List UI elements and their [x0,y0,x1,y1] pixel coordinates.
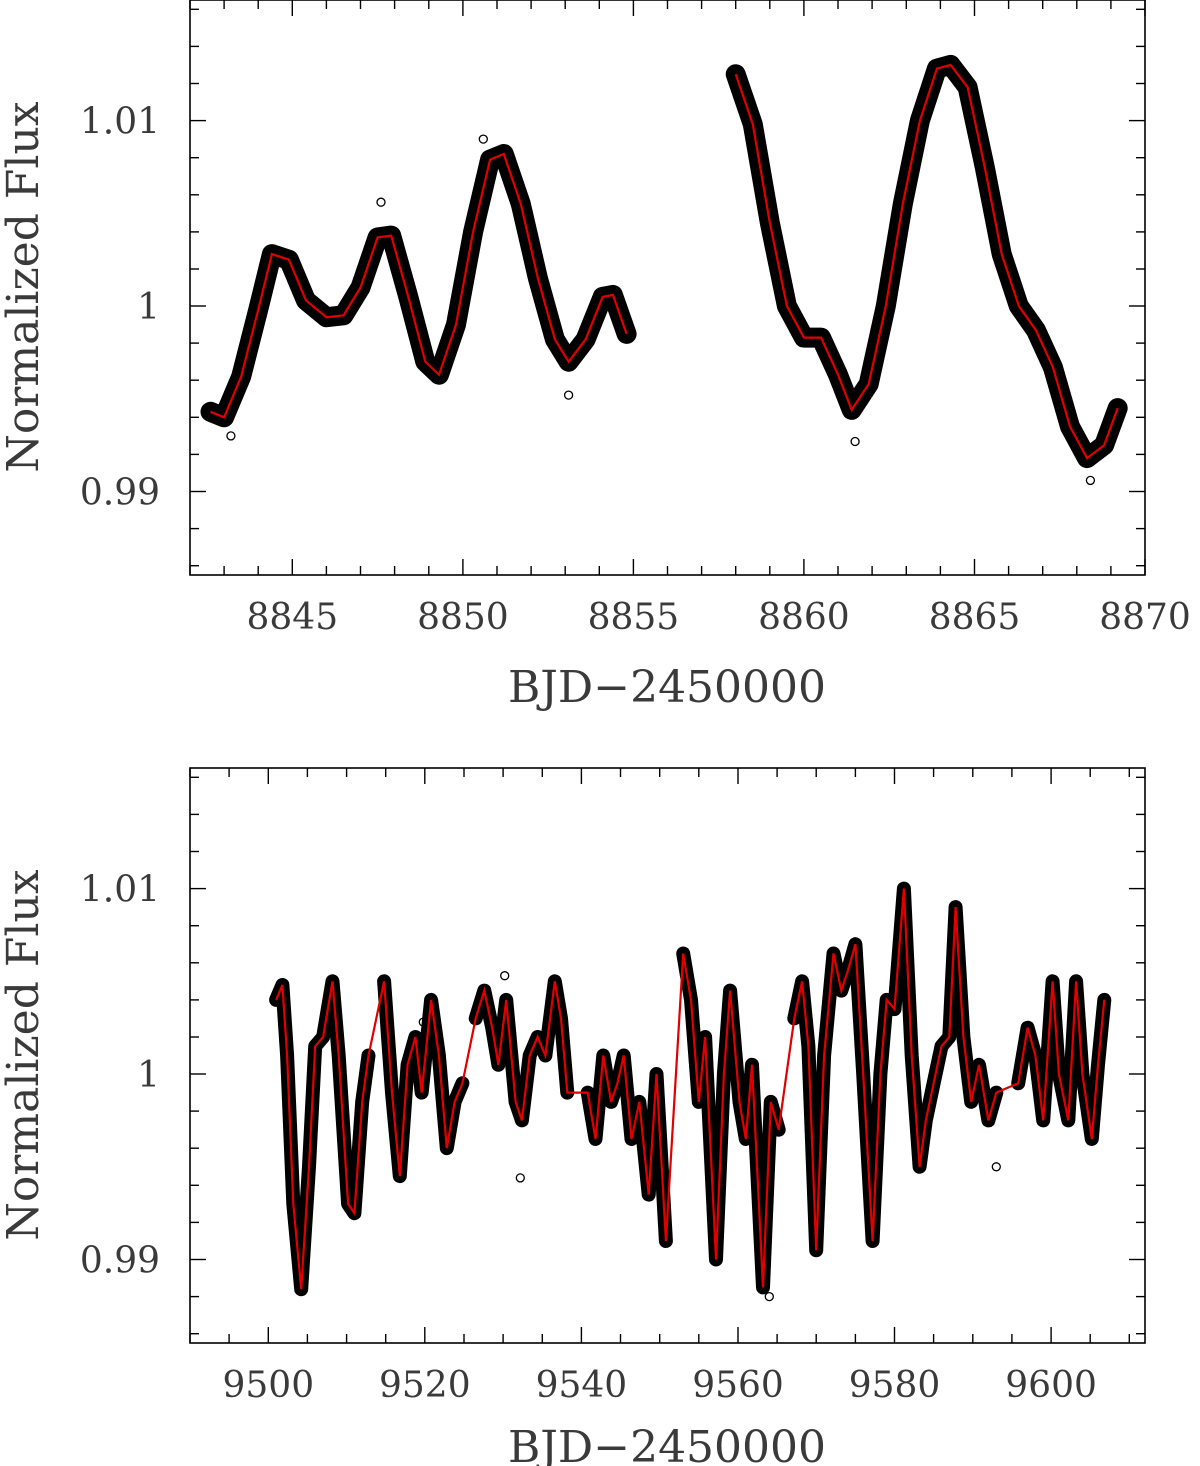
observed-point [434,370,444,380]
observed-band [200,144,637,428]
observed-point [284,255,294,265]
model-line [210,152,628,419]
observed-band [725,54,1128,469]
outlier-point [226,431,236,441]
x-tick-label: 9600 [1005,1365,1097,1406]
x-tick-label: 9560 [692,1365,784,1406]
plot-frame [189,767,1146,1344]
observed-point [532,1032,543,1042]
model-line-layer [210,63,1119,460]
observed-point [301,295,311,306]
model-line [275,888,1106,1290]
observed-point [219,412,229,422]
x-tick-label: 8860 [758,597,850,638]
outlier-point [418,1017,428,1027]
outlier-point [376,197,386,207]
x-tick-label: 9520 [379,1365,471,1406]
x-tick-labels: 9500 9520 9540 9560 9580 9600 [222,1365,1096,1406]
outlier-point [850,436,860,447]
outlier-point [764,1291,774,1302]
y-tick-label: 1 [137,287,160,328]
y-tick-label: 1.01 [80,102,160,143]
top-light-curve-panel: 8845 8850 8855 8860 8865 8870 0.99 1 1.01 BJD−2… [0,0,1191,713]
outlier-point [478,134,488,144]
plot-frame [189,0,1146,576]
y-tick-labels: 0.99 1 1.01 [80,102,160,514]
y-tick-label: 0.99 [80,473,160,514]
x-tick-label: 8865 [929,597,1021,638]
outlier-point [991,1162,1001,1172]
x-axis-label: BJD−2450000 [508,1422,826,1466]
observed-band-layer [269,881,1112,1297]
ticks-layer [189,768,1145,1343]
observed-band [468,974,575,1128]
observed-point [205,407,216,417]
observed-point [1113,403,1123,413]
observed-band-layer [200,54,1128,469]
y-tick-label: 1.01 [80,870,160,911]
observed-point [847,405,857,415]
observed-band [1011,974,1112,1146]
bottom-light-curve-panel: 9500 9520 9540 9560 9580 9600 0.99 1 1.01 BJD−2… [0,767,1146,1466]
y-axis-label: Normalized Flux [0,869,49,1240]
x-tick-label: 9540 [536,1365,628,1406]
x-tick-label: 8870 [1099,597,1191,638]
x-tick-label: 8850 [417,597,509,638]
observed-point [563,357,574,367]
observed-point [271,995,281,1005]
y-tick-label: 1 [137,1055,160,1096]
outlier-point [500,971,510,981]
observed-point [1082,453,1092,463]
observed-point [1031,325,1041,335]
outlier-point [515,1173,525,1183]
ticks-layer [189,0,1146,575]
observed-point [1065,421,1075,432]
x-tick-label: 8845 [246,597,338,638]
observed-point [580,334,591,345]
observed-point [731,69,741,79]
observed-point [1014,301,1024,311]
observed-point [1048,362,1058,372]
observed-point [355,282,366,293]
x-axis-label: BJD−2450000 [508,662,826,713]
x-tick-label: 9580 [849,1365,941,1406]
x-tick-labels: 8845 8850 8855 8860 8865 8870 [246,597,1190,638]
x-tick-label: 8855 [588,597,680,638]
outlier-point [1085,475,1096,486]
y-axis-label: Normalized Flux [0,101,49,472]
observed-point [621,329,632,339]
y-tick-labels: 0.99 1 1.01 [80,870,160,1282]
x-tick-label: 9500 [222,1365,314,1406]
y-tick-label: 0.99 [80,1241,160,1282]
model-line [734,63,1119,460]
observed-point [499,149,509,159]
observed-point [1099,440,1109,450]
model-line-layer [275,888,1106,1290]
observed-point [833,370,843,380]
outlier-point [563,390,574,400]
